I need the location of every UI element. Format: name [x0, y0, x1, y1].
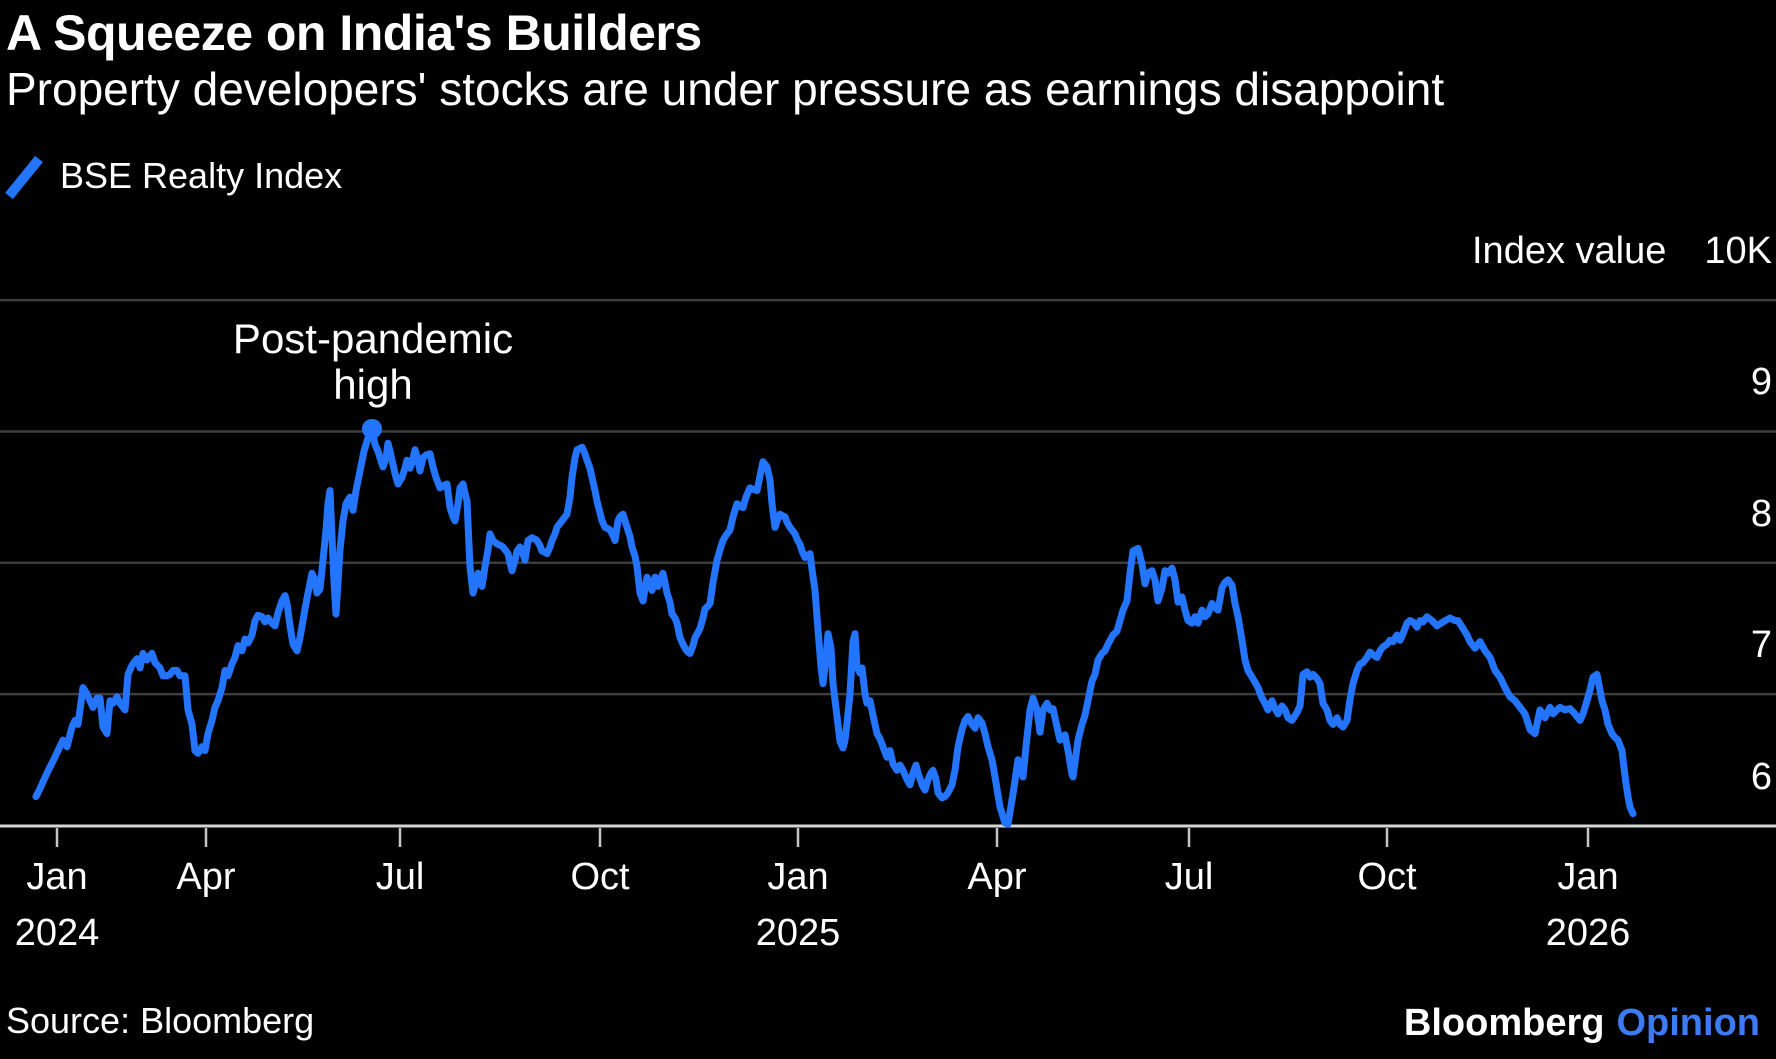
x-tick-label-Oct: Oct	[570, 856, 630, 898]
chart-subtitle: Property developers' stocks are under pr…	[6, 63, 1445, 115]
y-tick-label-6: 6	[1750, 756, 1772, 798]
y-axis-title: Index value	[1472, 230, 1667, 272]
peak-marker-dot	[362, 418, 382, 439]
y-axis-header: Index value 10K	[1472, 230, 1772, 273]
x-year-label-2024: 2024	[14, 912, 100, 954]
x-tick-label-Apr: Apr	[176, 856, 236, 898]
x-year-label-2025: 2025	[755, 912, 841, 954]
legend: BSE Realty Index	[4, 150, 342, 202]
bloomberg-opinion-logo: Bloomberg Opinion	[1404, 1002, 1760, 1045]
x-tick-label-Jul: Jul	[375, 856, 425, 898]
logo-bloomberg: Bloomberg	[1403, 1002, 1605, 1044]
bse-realty-index-line	[32, 425, 1637, 828]
chart-title: A Squeeze on India's Builders	[6, 5, 702, 61]
annotation-line-2: high	[333, 361, 413, 408]
x-tick-label-Jan: Jan	[767, 856, 829, 898]
y-tick-label-7: 7	[1750, 624, 1772, 667]
x-tick-label-Jul: Jul	[1164, 856, 1214, 898]
annotation-post-pandemic-high: Post-pandemic high	[233, 316, 513, 408]
x-tick-label-Oct: Oct	[1357, 856, 1417, 898]
annotation-line-1: Post-pandemic	[232, 315, 514, 362]
y-axis-top-tick-label: 10K	[1704, 230, 1772, 272]
x-tick-label-Jan: Jan	[26, 856, 88, 898]
legend-line-swatch-icon	[5, 155, 43, 200]
y-tick-label-8: 8	[1750, 492, 1772, 535]
y-tick-label-9: 9	[1750, 361, 1772, 404]
x-tick-label-Jan: Jan	[1557, 856, 1619, 898]
source-note: Source: Bloomberg	[6, 1000, 315, 1041]
logo-opinion: Opinion	[1616, 1002, 1760, 1044]
legend-label: BSE Realty Index	[60, 155, 343, 196]
x-year-label-2026: 2026	[1545, 912, 1631, 954]
x-tick-label-Apr: Apr	[967, 856, 1027, 898]
